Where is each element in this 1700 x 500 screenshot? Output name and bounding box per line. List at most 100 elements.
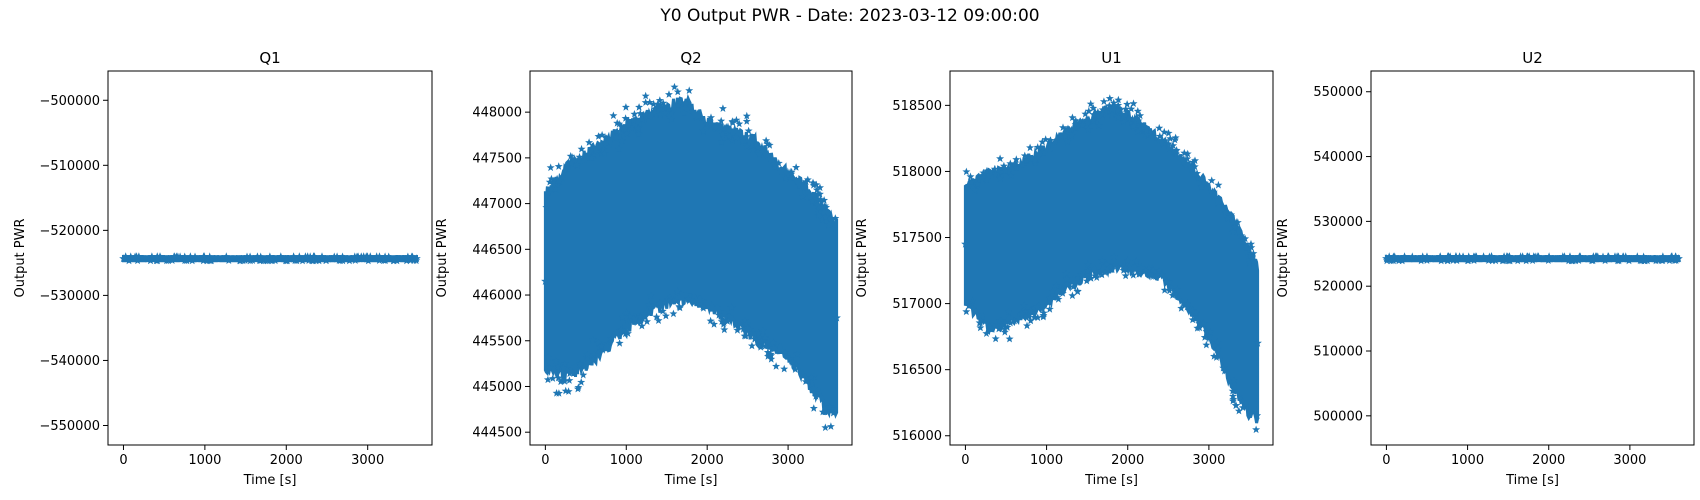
data-point	[1089, 104, 1098, 112]
data-point	[236, 256, 245, 265]
data-point	[1200, 333, 1209, 341]
y-axis-label: Output PWR	[855, 218, 870, 297]
data-point	[1071, 116, 1080, 125]
data-point	[711, 122, 720, 131]
data-point	[1084, 125, 1093, 133]
y-tick-label: 530000	[1313, 215, 1363, 230]
data-point	[829, 408, 838, 417]
data-point	[1010, 159, 1019, 168]
data-point	[681, 98, 690, 107]
data-point	[995, 316, 1004, 325]
scatter-band	[963, 101, 1260, 424]
data-point	[1121, 104, 1130, 113]
data-point	[742, 117, 751, 125]
data-point	[990, 164, 999, 173]
data-point	[1082, 276, 1091, 285]
data-point	[544, 188, 553, 197]
data-point	[1026, 143, 1035, 152]
data-point	[1229, 396, 1237, 405]
data-point	[601, 133, 610, 142]
data-point	[1190, 170, 1199, 178]
data-point	[1224, 209, 1233, 217]
data-point	[133, 256, 142, 265]
data-point	[645, 98, 654, 106]
data-point	[654, 316, 663, 324]
data-point	[758, 326, 767, 335]
y-tick-label: 540000	[1313, 150, 1363, 165]
data-point	[1614, 252, 1623, 260]
data-point	[820, 196, 829, 204]
data-point	[1053, 293, 1062, 301]
data-point	[660, 109, 669, 117]
data-point	[1189, 158, 1198, 166]
data-point	[750, 334, 759, 343]
data-point	[1408, 252, 1417, 260]
data-point	[407, 252, 416, 261]
data-point	[1177, 304, 1186, 312]
data-point	[1227, 210, 1235, 219]
data-point	[720, 325, 729, 334]
data-point	[735, 119, 744, 128]
data-point	[1202, 340, 1211, 349]
data-point	[560, 360, 569, 368]
y-tick-label: 447500	[472, 151, 522, 166]
x-tick-label: 1000	[188, 453, 221, 468]
data-point	[630, 315, 639, 323]
data-point	[1172, 149, 1181, 158]
data-point	[742, 132, 751, 140]
data-point	[1188, 315, 1197, 324]
data-point	[1113, 106, 1122, 114]
data-point	[1155, 132, 1164, 140]
data-point	[1083, 118, 1092, 127]
x-tick-label: 3000	[351, 453, 384, 468]
data-point	[996, 154, 1005, 163]
data-point	[761, 333, 770, 341]
data-point	[561, 386, 570, 395]
data-point	[780, 364, 789, 373]
data-point	[551, 185, 560, 193]
data-point	[1078, 121, 1087, 129]
data-point	[1188, 306, 1197, 314]
data-point	[1059, 123, 1067, 131]
data-point	[792, 360, 801, 368]
data-point	[199, 256, 208, 265]
data-point	[1077, 270, 1086, 279]
data-point	[1183, 149, 1192, 158]
scatter-series	[119, 252, 421, 265]
y-tick-label: 447000	[472, 197, 522, 212]
data-point	[649, 99, 658, 108]
data-point	[1183, 299, 1192, 308]
data-point	[1190, 162, 1199, 171]
data-point	[1229, 227, 1238, 236]
subplot-q1: 0 1000 2000 3000 −550000 −540000 −530000 −52000…	[13, 49, 433, 488]
data-point	[770, 160, 779, 168]
x-tick-label: 2000	[1111, 453, 1144, 468]
data-point	[699, 127, 708, 135]
data-point	[1470, 256, 1478, 264]
data-point	[671, 296, 680, 304]
data-point	[1528, 256, 1537, 265]
data-point	[976, 316, 985, 324]
data-point	[1030, 304, 1038, 313]
data-point	[787, 169, 796, 178]
data-point	[1169, 141, 1178, 150]
data-point	[1017, 309, 1026, 317]
data-point	[661, 311, 670, 320]
data-point	[749, 145, 757, 154]
data-point	[664, 296, 673, 305]
data-point	[353, 252, 361, 261]
data-point	[629, 116, 638, 124]
data-point	[999, 161, 1008, 170]
data-point	[1124, 114, 1133, 122]
data-point	[1210, 352, 1218, 360]
data-point	[1030, 156, 1039, 165]
data-point	[638, 115, 647, 123]
data-point	[641, 110, 650, 119]
data-point	[1134, 127, 1142, 135]
data-point	[1422, 256, 1431, 264]
data-point	[1385, 252, 1394, 260]
data-point	[555, 177, 564, 185]
data-point	[359, 252, 368, 260]
data-point	[973, 180, 982, 188]
data-point	[577, 144, 586, 153]
